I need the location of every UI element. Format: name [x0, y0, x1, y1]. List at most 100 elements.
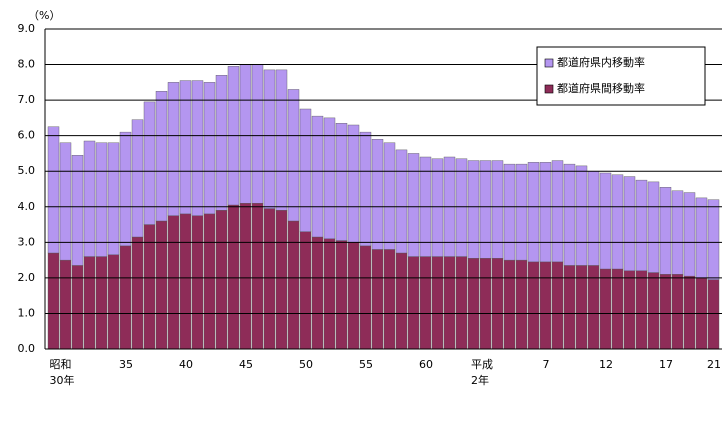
bar-segment: [683, 192, 696, 277]
bar-segment: [659, 274, 672, 350]
bar-segment: [227, 204, 240, 350]
bar-segment: [527, 261, 540, 350]
bar-segment: [587, 171, 600, 266]
bar-segment: [455, 158, 468, 257]
bar-segment: [119, 131, 132, 247]
legend-swatch: [544, 84, 554, 94]
x-tick-label: 12: [599, 358, 613, 371]
x-tick-label: 50: [299, 358, 313, 371]
y-tick-label: 1.0: [18, 306, 36, 319]
y-tick-label: 4.0: [18, 200, 36, 213]
legend-box: [536, 46, 706, 106]
bar-segment: [131, 119, 144, 238]
bar-segment: [707, 279, 720, 350]
bar-segment: [623, 270, 636, 350]
bar-segment: [551, 160, 564, 263]
x-tick-label: 60: [419, 358, 433, 371]
bar-segment: [323, 238, 336, 350]
bar-segment: [515, 163, 528, 261]
y-tick-label: 2.0: [18, 271, 36, 284]
legend-label: 都道府県内移動率: [557, 55, 645, 69]
bar-segment: [371, 249, 384, 350]
x-tick-label: 昭和 30年: [49, 358, 75, 387]
y-axis-label: （%）: [28, 9, 60, 22]
bar-segment: [107, 142, 120, 255]
bar-segment: [95, 256, 108, 350]
bar-segment: [131, 236, 144, 350]
bar-segment: [119, 245, 132, 350]
bar-segment: [491, 258, 504, 350]
bar-segment: [671, 274, 684, 350]
bar-segment: [59, 142, 72, 261]
x-tick-label: 45: [239, 358, 253, 371]
bar-segment: [83, 256, 96, 350]
bar-segment: [47, 252, 60, 350]
bar-segment: [407, 153, 420, 257]
bar-segment: [287, 220, 300, 350]
bar-segment: [323, 117, 336, 239]
bar-segment: [479, 160, 492, 259]
bar-segment: [599, 268, 612, 350]
x-tick-label: 17: [659, 358, 673, 371]
y-tick-label: 0.0: [18, 342, 36, 355]
x-tick-label: 40: [179, 358, 193, 371]
bar-segment: [251, 64, 264, 204]
bar-segment: [215, 75, 228, 211]
bar-segment: [443, 256, 456, 350]
bar-segment: [611, 174, 624, 270]
x-tick-label: 7: [542, 358, 550, 371]
bar-segment: [395, 149, 408, 254]
legend-label: 都道府県間移動率: [557, 81, 645, 95]
bar-segment: [191, 215, 204, 350]
bar-segment: [263, 208, 276, 350]
bar-segment: [215, 210, 228, 350]
bar-segment: [479, 258, 492, 350]
bar-segment: [647, 272, 660, 350]
bar-segment: [467, 258, 480, 350]
bar-segment: [239, 64, 252, 204]
bar-segment: [179, 80, 192, 215]
bar-segment: [59, 259, 72, 350]
bar-segment: [95, 142, 108, 257]
bar-segment: [695, 197, 708, 279]
bar-segment: [47, 126, 60, 254]
y-tick-label: 7.0: [18, 93, 36, 106]
bar-segment: [635, 179, 648, 271]
bar-segment: [359, 245, 372, 350]
bar-segment: [431, 256, 444, 350]
bar-segment: [155, 91, 168, 222]
bar-segment: [599, 172, 612, 270]
bar-segment: [167, 82, 180, 216]
bar-segment: [335, 240, 348, 350]
bar-segment: [683, 275, 696, 350]
bar-segment: [143, 224, 156, 350]
bar-segment: [635, 270, 648, 350]
bar-segment: [347, 124, 360, 243]
bar-segment: [71, 155, 84, 266]
legend-swatch: [544, 58, 554, 68]
x-tick-label: 21: [707, 358, 721, 371]
bar-segment: [527, 162, 540, 263]
bar-segment: [383, 142, 396, 250]
bar-segment: [275, 69, 288, 211]
bar-segment: [191, 80, 204, 216]
bar-segment: [467, 160, 480, 259]
x-tick-label: 55: [359, 358, 373, 371]
bar-segment: [563, 163, 576, 266]
bar-segment: [299, 108, 312, 232]
bar-segment: [359, 131, 372, 247]
bar-segment: [551, 261, 564, 350]
y-tick-label: 5.0: [18, 164, 36, 177]
bar-segment: [623, 176, 636, 271]
bar-segment: [311, 115, 324, 238]
bar-segment: [203, 82, 216, 215]
bar-segment: [179, 213, 192, 350]
bar-segment: [83, 140, 96, 257]
bar-segment: [611, 268, 624, 350]
bar-segment: [659, 187, 672, 275]
bar-segment: [335, 123, 348, 241]
bar-segment: [311, 236, 324, 350]
bar-segment: [347, 242, 360, 350]
